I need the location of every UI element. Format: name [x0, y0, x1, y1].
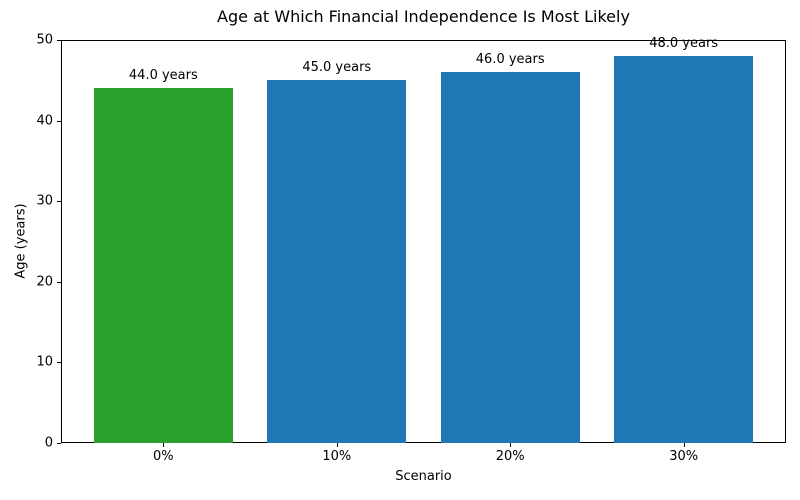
y-tick-label: 30 — [36, 193, 53, 209]
bar-value-label: 48.0 years — [649, 36, 719, 52]
bar-value-label: 46.0 years — [475, 52, 545, 68]
y-tick-mark — [57, 362, 61, 364]
chart-title: Age at Which Financial Independence Is M… — [217, 7, 630, 26]
y-tick-label: 40 — [36, 113, 53, 129]
x-tick-mark — [336, 443, 338, 447]
x-tick-mark — [510, 443, 512, 447]
x-axis-label: Scenario — [395, 469, 452, 484]
bar-20% — [440, 72, 580, 443]
y-tick-label: 0 — [44, 435, 53, 451]
y-tick-mark — [57, 201, 61, 203]
y-tick-mark — [57, 443, 61, 444]
x-tick-label: 0% — [153, 449, 174, 464]
bar-value-label: 45.0 years — [302, 60, 372, 76]
bar-0% — [93, 88, 233, 443]
y-tick-label: 20 — [36, 274, 53, 290]
y-tick-label: 10 — [36, 354, 53, 370]
y-tick-mark — [57, 40, 61, 41]
x-tick-label: 30% — [669, 449, 699, 464]
y-axis-label: Age (years) — [13, 203, 29, 279]
x-tick-mark — [163, 443, 165, 447]
y-tick-label: 50 — [36, 32, 53, 48]
bar-10% — [267, 80, 407, 443]
bar-30% — [614, 56, 754, 443]
y-tick-mark — [57, 281, 61, 283]
x-tick-mark — [683, 443, 685, 447]
y-tick-mark — [57, 120, 61, 122]
x-tick-label: 10% — [322, 449, 352, 464]
x-tick-label: 20% — [495, 449, 525, 464]
bar-value-label: 44.0 years — [128, 68, 198, 84]
